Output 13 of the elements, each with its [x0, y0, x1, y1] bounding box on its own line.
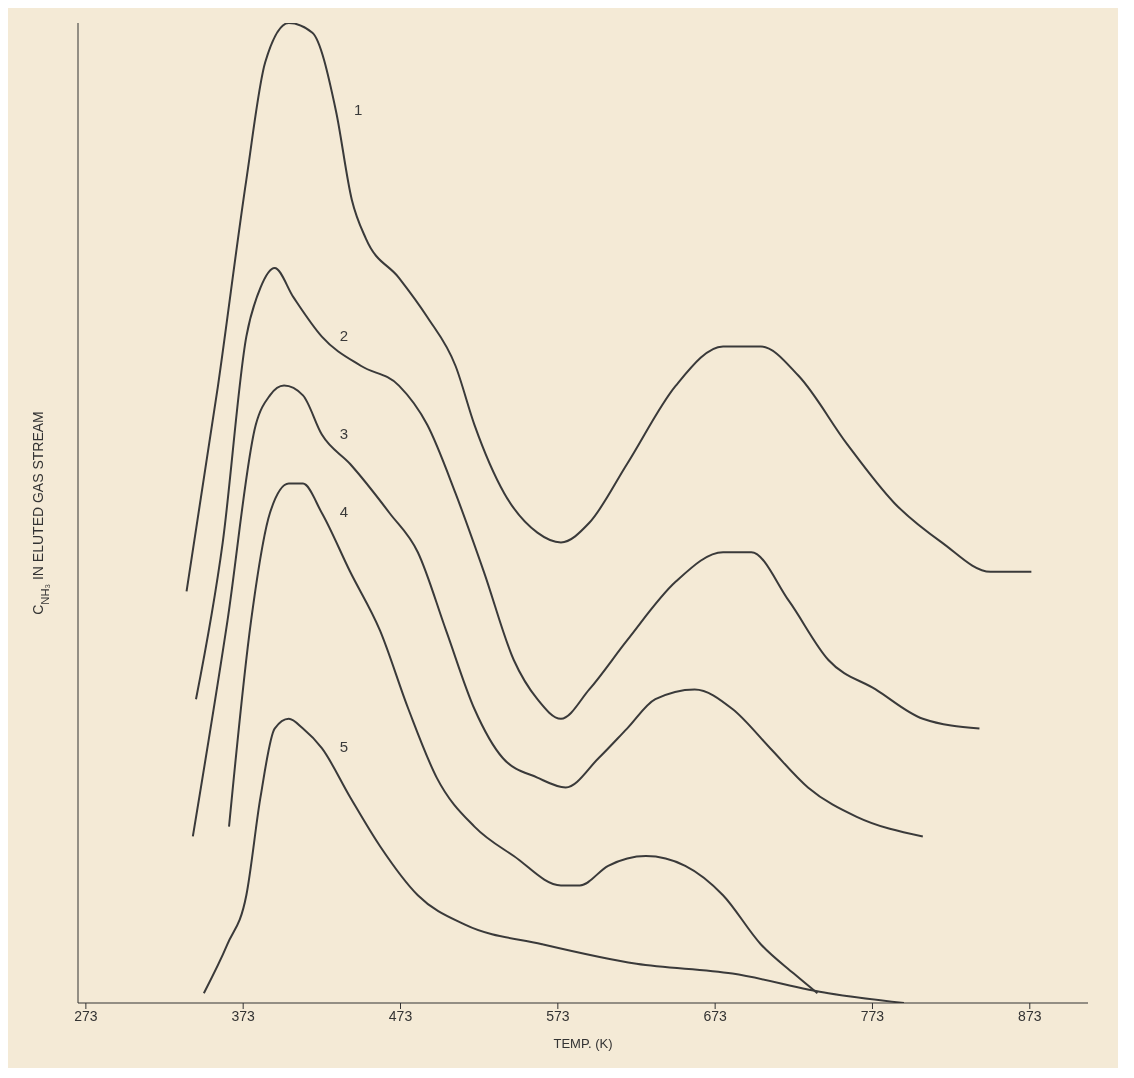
- series-label: 5: [339, 738, 349, 756]
- x-tick-label: 373: [231, 1007, 256, 1024]
- x-tick-label: 673: [703, 1007, 728, 1024]
- x-tick-label: 773: [860, 1007, 885, 1024]
- x-tick-label: 573: [546, 1007, 570, 1024]
- series-label: 4: [339, 503, 349, 520]
- x-tick-label: 873: [1018, 1007, 1042, 1024]
- series-label: 1: [354, 101, 363, 119]
- x-axis-title: TEMP. (K): [553, 1036, 613, 1051]
- series-label: 2: [339, 326, 349, 344]
- x-tick-label: 473: [388, 1007, 413, 1024]
- x-tick-label: 273: [74, 1007, 98, 1024]
- series-label: 3: [339, 424, 349, 442]
